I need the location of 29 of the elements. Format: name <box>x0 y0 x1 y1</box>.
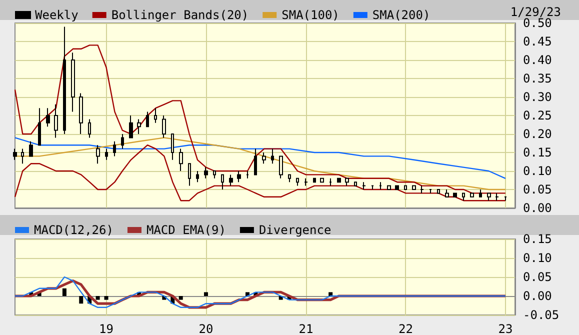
y-tick-label: 0.35 <box>523 72 552 86</box>
legend-label: SMA(200) <box>372 8 430 22</box>
y-tick-label: 0.40 <box>523 53 552 67</box>
x-tick-label: 22 <box>398 322 413 335</box>
y-tick-label: 0.05 <box>523 270 552 284</box>
text: 1/29/23 <box>510 5 562 19</box>
legend-label: Weekly <box>35 8 78 22</box>
legend-label: MACD EMA(9) <box>146 223 226 237</box>
legend-label: MACD(12,26) <box>34 223 114 237</box>
x-tick-label: 21 <box>298 322 314 335</box>
legend-label: Bollinger Bands(20) <box>111 8 249 22</box>
x-tick-label: 19 <box>99 322 114 335</box>
legend-label: SMA(100) <box>282 8 340 22</box>
legend-label: Divergence <box>258 223 332 237</box>
y-tick-label: 0.10 <box>523 164 552 178</box>
y-tick-label: 0.30 <box>523 90 552 104</box>
y-tick-label: 0.45 <box>523 34 552 48</box>
y-tick-label: 0.25 <box>523 108 552 122</box>
y-tick-label: 0.10 <box>523 251 552 265</box>
y-tick-label: 0.15 <box>523 146 552 160</box>
x-tick-label: 23 <box>498 322 513 335</box>
y-tick-label: 0.20 <box>523 127 552 141</box>
y-tick-label: 0.05 <box>523 182 552 196</box>
x-tick-label: 20 <box>198 322 214 335</box>
y-tick-label: 0.00 <box>523 201 552 215</box>
y-tick-label: 0.50 <box>523 16 552 30</box>
y-tick-label: 0.15 <box>523 232 552 246</box>
y-tick-label: 0.00 <box>523 289 552 303</box>
y-tick-label: -0.05 <box>523 308 560 322</box>
